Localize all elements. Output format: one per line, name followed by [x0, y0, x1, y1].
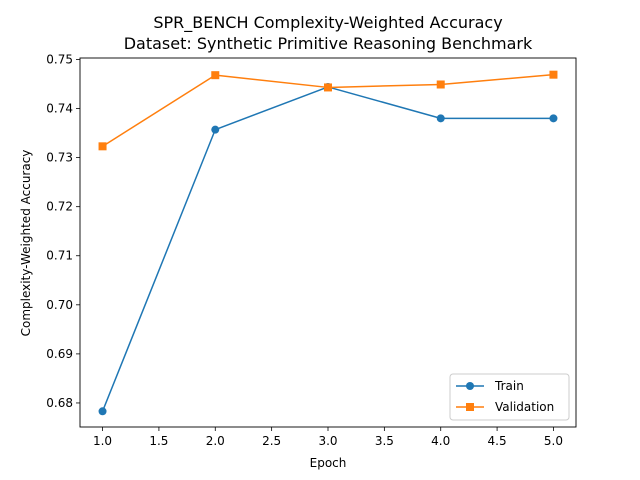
x-axis-label: Epoch	[310, 456, 347, 470]
validation-point	[436, 80, 445, 89]
validation-point	[98, 142, 107, 151]
legend-validation-label: Validation	[495, 400, 554, 414]
validation-point	[324, 83, 332, 92]
x-tick-label: 1.0	[93, 434, 112, 448]
x-tick-label: 3.0	[318, 434, 337, 448]
x-tick-label: 3.5	[375, 434, 394, 448]
y-axis-ticks: 0.68 0.69 0.70 0.71 0.72 0.73 0.74 0.75	[46, 52, 80, 410]
x-tick-label: 1.5	[149, 434, 168, 448]
x-tick-label: 2.5	[262, 434, 281, 448]
y-tick-label: 0.73	[46, 151, 73, 165]
train-series-line	[101, 86, 554, 412]
y-tick-label: 0.75	[46, 52, 73, 66]
x-tick-label: 5.0	[544, 434, 563, 448]
y-tick-label: 0.72	[46, 200, 73, 214]
chart-title: SPR_BENCH Complexity-Weighted Accuracy	[153, 13, 502, 33]
y-tick-label: 0.70	[46, 298, 73, 312]
validation-point	[211, 71, 220, 80]
y-tick-label: 0.71	[46, 249, 73, 263]
train-point	[549, 114, 558, 123]
legend-train-marker	[466, 382, 474, 390]
x-tick-label: 4.5	[488, 434, 507, 448]
y-tick-label: 0.74	[46, 102, 73, 116]
legend: Train Validation	[449, 373, 570, 421]
plot-lines	[101, 73, 554, 412]
x-tick-label: 4.0	[431, 434, 450, 448]
validation-point	[549, 70, 558, 79]
x-tick-label: 2.0	[206, 434, 225, 448]
train-point	[98, 407, 107, 416]
plot-markers	[98, 70, 558, 416]
legend-train-label: Train	[494, 379, 524, 393]
chart-subtitle: Dataset: Synthetic Primitive Reasoning B…	[124, 34, 533, 53]
train-point	[211, 125, 220, 134]
y-tick-label: 0.68	[46, 396, 73, 410]
train-point	[436, 114, 445, 123]
y-tick-label: 0.69	[46, 347, 73, 361]
x-axis-ticks: 1.0 1.5 2.0 2.5 3.0 3.5 4.0 4.5 5.0	[93, 427, 563, 448]
legend-validation-marker	[466, 403, 474, 411]
y-axis-label: Complexity-Weighted Accuracy	[19, 150, 33, 337]
